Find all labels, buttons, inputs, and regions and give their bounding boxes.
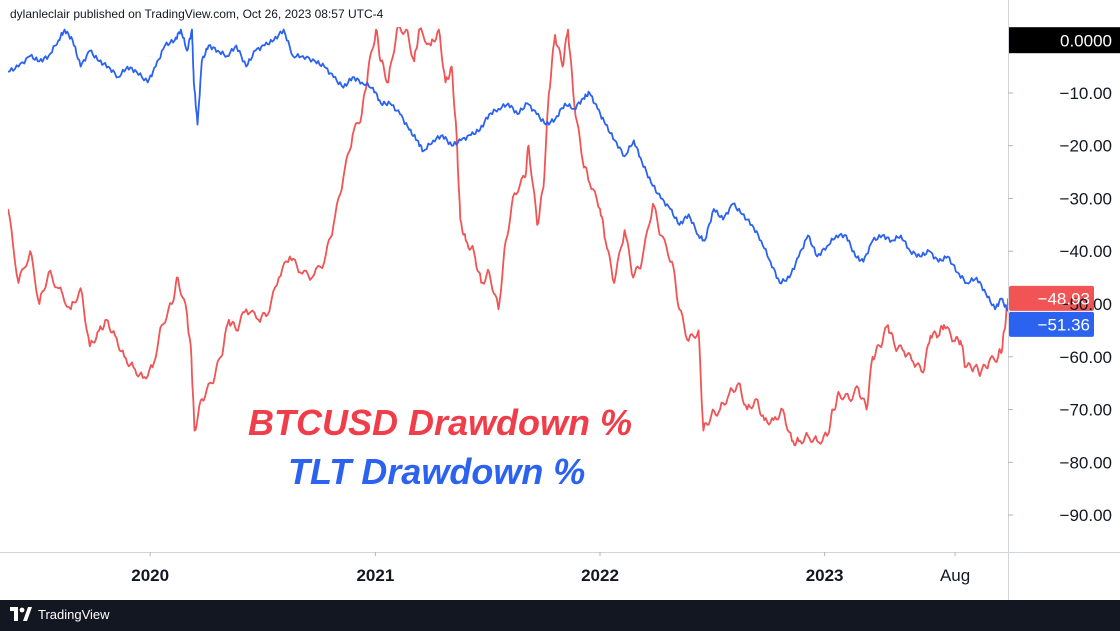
- y-tick-label: −50.00: [1060, 295, 1112, 314]
- y-tick-label: −20.00: [1060, 137, 1112, 156]
- y-tick-label: −40.00: [1060, 242, 1112, 261]
- last-value-label: −48.93: [1038, 289, 1090, 308]
- x-tick-label: Aug: [940, 566, 970, 585]
- brand-name: TradingView: [38, 606, 110, 622]
- y-tick-label: −30.00: [1060, 189, 1112, 208]
- annotation-btcusd: BTCUSD Drawdown %: [248, 402, 632, 443]
- last-value-badge-btcusd: [1009, 285, 1094, 311]
- series-line-btcusd[interactable]: [8, 25, 1008, 447]
- y-tick-label: −10.00: [1060, 84, 1112, 103]
- x-tick-label: 2020: [131, 566, 169, 585]
- series-line-tlt[interactable]: [8, 28, 1008, 312]
- tradingview-logo-icon: [10, 607, 32, 621]
- published-info: dylanleclair published on TradingView.co…: [10, 7, 384, 21]
- x-tick-label: 2023: [806, 566, 844, 585]
- footer-brand[interactable]: TradingView: [10, 605, 110, 623]
- last-value-badge-tlt: [1009, 311, 1094, 337]
- annotation-tlt: TLT Drawdown %: [288, 451, 585, 492]
- drawdown-chart[interactable]: 0.0000 −10.00 −20.00 −30.00 −40.00 −50.00 −60.…: [0, 0, 1120, 600]
- chart-frame: [0, 0, 1120, 600]
- x-tick-label: 2021: [356, 566, 394, 585]
- y-tick-zero-badge: [1009, 27, 1120, 54]
- y-tick-label: 0.0000: [1060, 32, 1112, 51]
- y-tick-label: −70.00: [1060, 401, 1112, 420]
- y-tick-label: −60.00: [1060, 348, 1112, 367]
- y-tick-label: −80.00: [1060, 453, 1112, 472]
- y-tick-label: −90.00: [1060, 506, 1112, 525]
- x-tick-label: 2022: [581, 566, 619, 585]
- last-value-label: −51.36: [1038, 315, 1090, 334]
